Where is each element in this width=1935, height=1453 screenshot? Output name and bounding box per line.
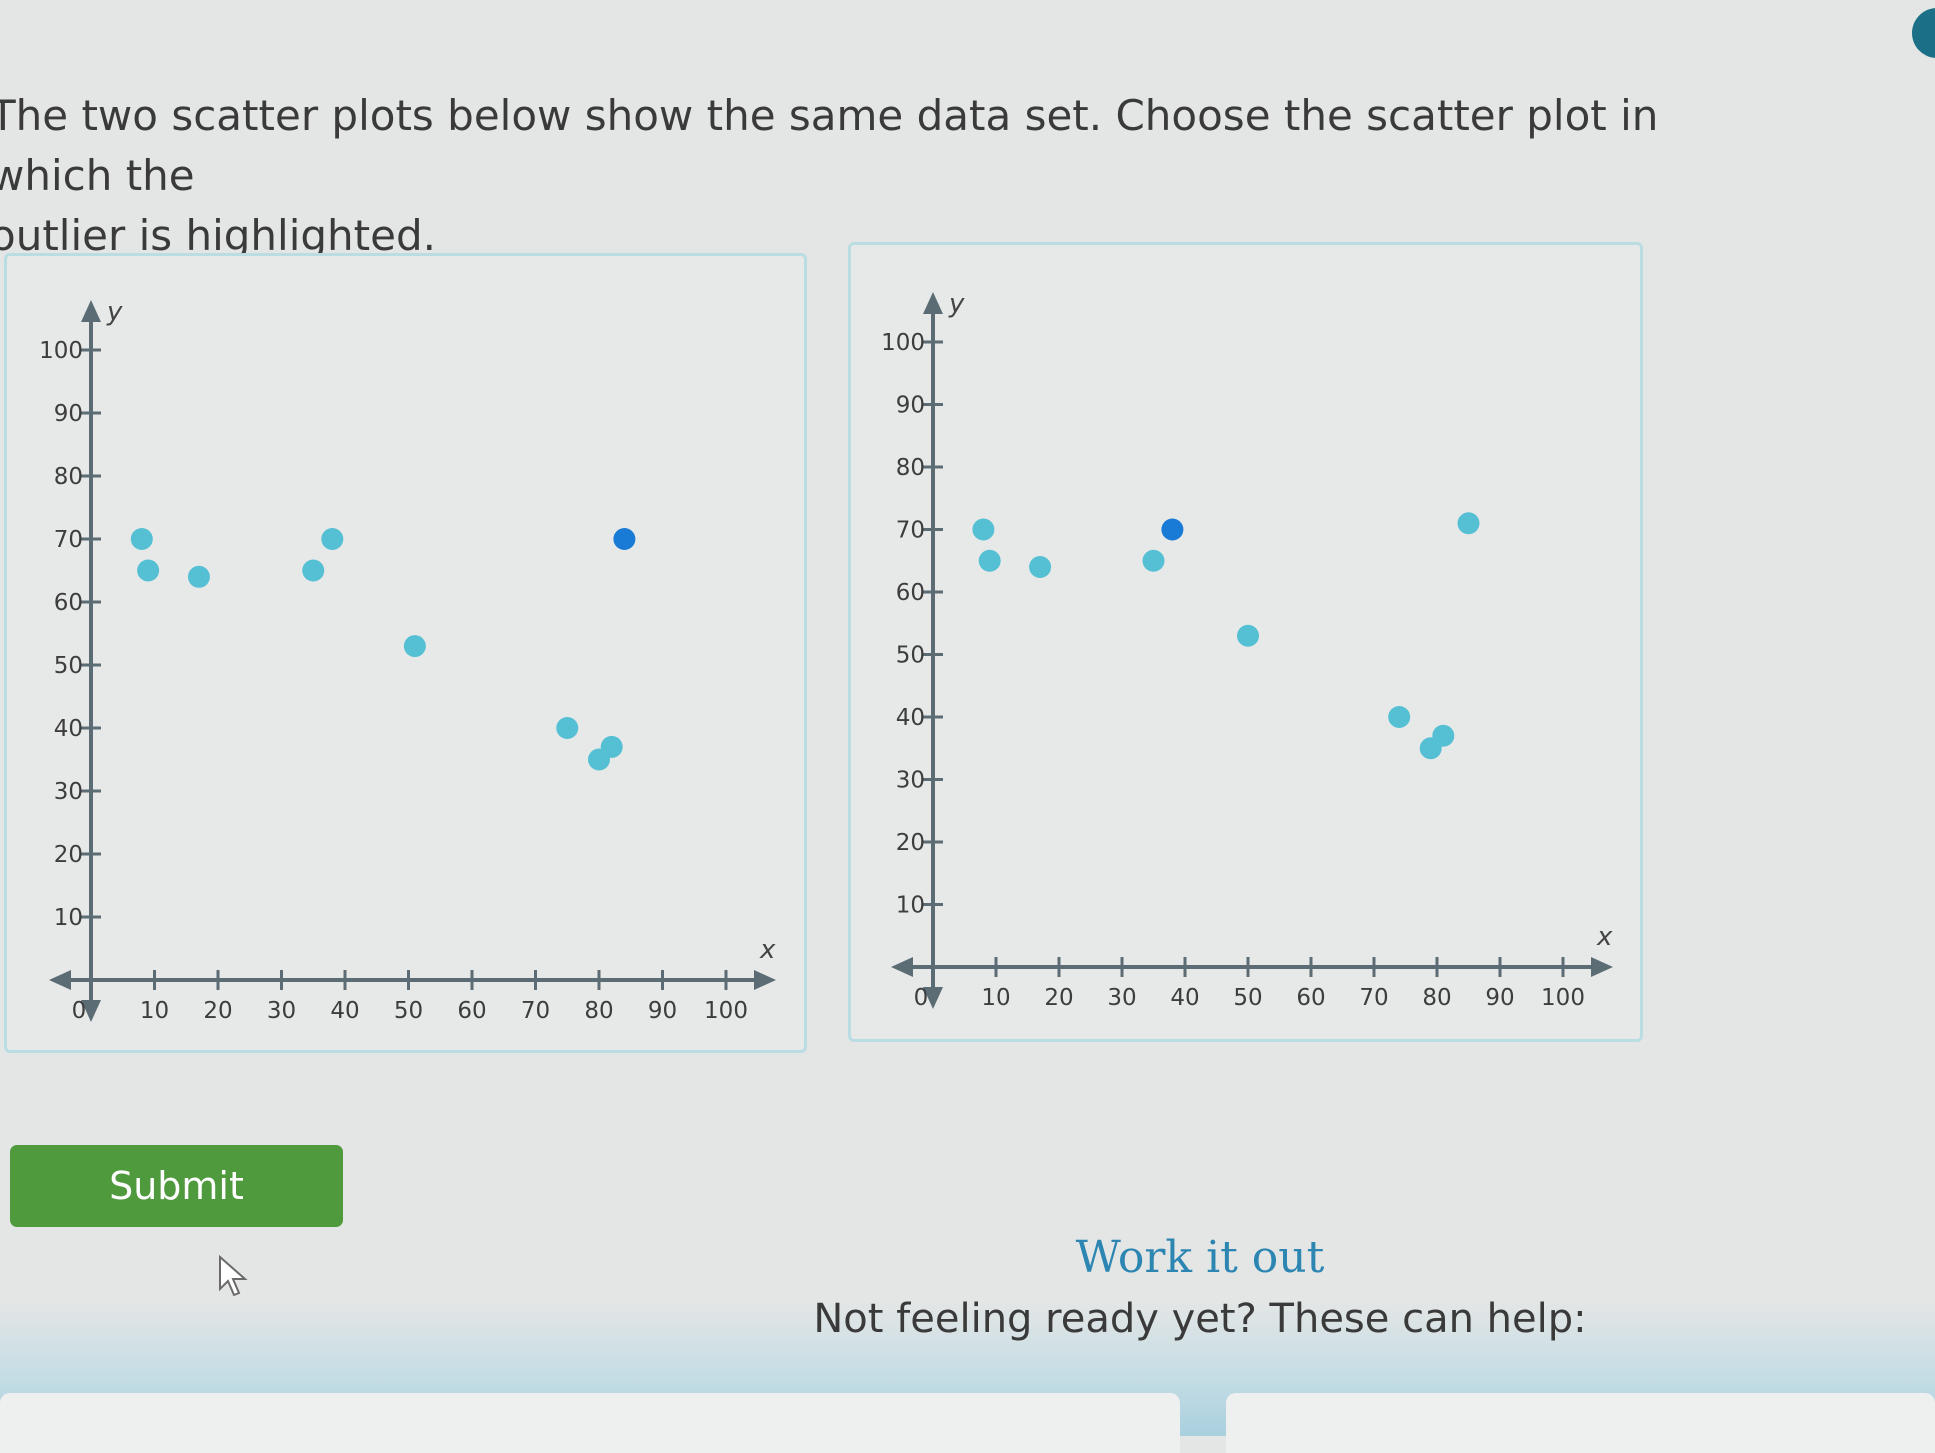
help-card-left[interactable] <box>0 1393 1180 1453</box>
x-axis-arrow-right <box>754 970 776 990</box>
data-point <box>130 528 153 550</box>
highlighted-data-point <box>1161 518 1184 541</box>
data-point <box>321 528 344 550</box>
data-point <box>600 735 623 758</box>
y-tick-label: 20 <box>896 830 925 856</box>
submit-button[interactable]: Submit <box>10 1145 343 1227</box>
y-tick-label: 60 <box>896 580 925 606</box>
x-tick-label: 100 <box>1541 985 1585 1011</box>
data-point <box>972 518 995 541</box>
data-point <box>1237 624 1259 647</box>
y-tick-label: 70 <box>54 527 83 553</box>
x-tick-label: 0 <box>72 998 87 1024</box>
data-point <box>137 559 160 582</box>
help-text: Not feeling ready yet? These can help: <box>813 1296 1587 1342</box>
y-tick-label: 30 <box>54 779 83 805</box>
data-point <box>187 565 210 588</box>
question-line-2: outlier is highlighted. <box>0 211 436 260</box>
highlighted-data-point <box>613 528 636 550</box>
y-tick-label: 30 <box>896 768 925 794</box>
y-tick-label: 90 <box>54 401 83 427</box>
x-tick-label: 80 <box>1422 985 1451 1011</box>
y-tick-label: 100 <box>39 338 83 364</box>
x-tick-label: 10 <box>981 985 1010 1011</box>
data-point <box>1388 706 1411 728</box>
x-tick-label: 30 <box>1107 985 1136 1011</box>
x-tick-label: 60 <box>1296 985 1325 1011</box>
work-it-out-link[interactable]: Work it out <box>1075 1232 1325 1283</box>
y-tick-label: 20 <box>54 842 83 868</box>
y-axis-arrow-down <box>923 987 943 1009</box>
y-axis-arrow-up <box>81 300 101 322</box>
data-point <box>1457 512 1480 535</box>
y-tick-label: 80 <box>54 464 83 490</box>
x-tick-label: 20 <box>203 998 232 1024</box>
x-tick-label: 40 <box>330 998 359 1024</box>
y-tick-label: 90 <box>896 393 925 419</box>
y-tick-label: 10 <box>54 905 83 931</box>
x-tick-label: 100 <box>704 998 748 1024</box>
scatter-plot-option-a[interactable]: x y 0 10 20 30 40 50 60 70 80 90 100 10 20 30 40 50 60 70 80… <box>4 253 807 1053</box>
x-tick-label: 0 <box>914 985 929 1011</box>
y-tick-label: 60 <box>54 590 83 616</box>
x-axis-arrow-left <box>49 970 71 990</box>
question-text: The two scatter plots below show the sam… <box>0 86 1790 266</box>
y-tick-label: 50 <box>54 653 83 679</box>
data-point <box>978 549 1001 572</box>
x-tick-label: 50 <box>394 998 423 1024</box>
data-point <box>403 635 426 658</box>
x-tick-label: 90 <box>648 998 677 1024</box>
y-tick-label: 70 <box>896 518 925 544</box>
y-axis-arrow-up <box>923 292 943 314</box>
y-tick-label: 80 <box>896 455 925 481</box>
data-point <box>1142 549 1165 572</box>
data-point <box>556 717 579 739</box>
data-point <box>302 559 325 582</box>
x-tick-label: 10 <box>140 998 169 1024</box>
x-tick-label: 70 <box>1359 985 1388 1011</box>
y-tick-label: 100 <box>881 330 925 356</box>
x-tick-label: 30 <box>267 998 296 1024</box>
x-tick-label: 90 <box>1485 985 1514 1011</box>
x-axis-arrow-left <box>891 957 913 977</box>
x-tick-label: 50 <box>1233 985 1262 1011</box>
help-card-right[interactable] <box>1226 1393 1935 1453</box>
y-tick-label: 50 <box>896 643 925 669</box>
scatter-plot-option-b[interactable]: x y 0 10 20 30 40 50 60 70 80 90 100 10 20 30 40 50 60 70 80… <box>848 242 1643 1042</box>
x-tick-label: 40 <box>1170 985 1199 1011</box>
x-tick-label: 20 <box>1044 985 1073 1011</box>
y-axis-label: y <box>106 297 123 327</box>
x-axis-label: x <box>1596 922 1613 952</box>
y-axis-arrow-down <box>81 1000 101 1022</box>
scatter-plot-a: x y 0 10 20 30 40 50 60 70 80 90 100 10 20 30 40 50 60 70 80… <box>39 297 776 1024</box>
y-axis-label: y <box>948 289 965 319</box>
data-point <box>1432 724 1455 747</box>
x-axis-label: x <box>759 935 776 965</box>
y-tick-label: 10 <box>896 893 925 919</box>
mouse-pointer-icon <box>219 1255 248 1297</box>
x-tick-label: 60 <box>457 998 486 1024</box>
corner-badge <box>1912 8 1935 58</box>
x-axis-arrow-right <box>1591 957 1613 977</box>
scatter-plot-b: x y 0 10 20 30 40 50 60 70 80 90 100 10 20 30 40 50 60 70 80… <box>881 289 1613 1011</box>
y-tick-label: 40 <box>896 705 925 731</box>
data-point <box>1029 556 1052 578</box>
question-line-1: The two scatter plots below show the sam… <box>0 91 1659 200</box>
x-tick-label: 80 <box>584 998 613 1024</box>
x-tick-label: 70 <box>521 998 550 1024</box>
y-tick-label: 40 <box>54 716 83 742</box>
